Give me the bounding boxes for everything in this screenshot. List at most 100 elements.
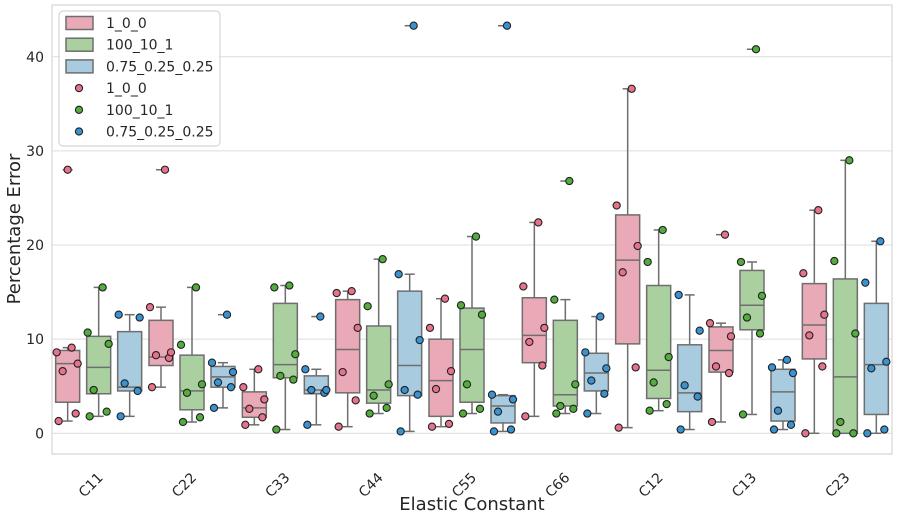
data-point [556,401,565,411]
data-point [571,380,580,389]
data-point [458,409,468,418]
data-point [382,403,391,413]
data-point [773,406,783,415]
data-point [413,390,422,399]
data-point [612,201,621,210]
data-point [836,417,845,427]
data-point [680,381,689,390]
data-point [720,230,730,239]
data-point [565,176,574,186]
legend-box-swatch [65,59,94,74]
box-1_0_0-C12 [614,214,641,345]
data-point [89,385,98,395]
data-point [400,385,409,395]
box-100_10_1-C13 [739,269,765,331]
legend-label: 0.75_0.25_0.25 [106,125,214,141]
data-point [176,340,186,349]
data-point [365,409,374,418]
data-point [602,364,611,373]
data-point [191,283,201,292]
data-point [645,406,654,415]
data-point [508,395,518,404]
data-point [213,378,223,387]
data-point [489,427,499,436]
data-point [583,409,592,418]
data-point [627,84,636,93]
data-point [538,361,547,370]
data-point [272,425,281,434]
data-point [738,410,748,419]
data-point [757,291,767,301]
data-point [322,385,331,395]
data-point [394,270,403,279]
data-point [550,295,559,304]
data-point [316,312,325,321]
data-point [664,352,673,362]
data-point [338,367,347,377]
data-point [396,427,405,436]
data-point [867,364,876,373]
data-point [711,362,721,371]
data-point [769,425,779,434]
data-point [475,404,485,413]
data-point [814,206,823,215]
data-point [241,420,250,429]
data-point [226,383,236,392]
legend-frame [58,10,221,147]
data-point [736,257,746,267]
data-point [851,329,860,338]
data-point [303,420,312,429]
data-point [369,391,378,400]
data-point [876,237,885,246]
data-point [222,310,232,319]
data-point [347,287,356,296]
data-point [614,423,623,432]
data-point [631,363,640,372]
legend-label: 1_0_0 [106,16,147,32]
box-1_0_0-C23 [801,282,828,360]
data-point [525,337,534,347]
data-point [67,343,76,352]
data-point [258,413,267,422]
data-point [456,301,466,310]
legend: 1_0_0 100_10_1 0.75_0.25_0.25 1_0_0 100_10_1… [58,10,221,147]
box-1_0_0-C11 [54,349,81,403]
data-point [534,218,543,227]
data-point [334,422,343,431]
y-tick-label: 30 [26,144,44,160]
data-point [786,420,796,429]
box-0.75_0.25_0.25-C13 [770,368,796,422]
x-axis-title: Elastic Constant [399,494,544,515]
data-point [83,328,92,337]
y-axis-ticks: 0 10 20 30 40 [26,50,44,443]
data-point [332,288,341,298]
data-point [285,281,294,290]
legend-box-swatch [65,37,94,52]
data-point [239,383,248,392]
y-tick-label: 0 [35,426,44,442]
data-point [633,241,642,251]
data-point [788,368,798,378]
data-point [71,409,80,418]
data-point [751,45,761,54]
data-point [782,355,792,365]
data-point [270,283,279,292]
data-point [409,21,418,30]
data-point [301,365,310,374]
data-point [245,404,254,413]
data-point [643,257,652,267]
data-point [519,282,528,291]
data-point [552,409,561,418]
data-point [581,348,590,357]
data-point [695,326,704,335]
data-point [693,392,702,401]
legend-label: 0.75_0.25_0.25 [106,59,214,75]
box-1_0_0-C55 [428,338,454,418]
data-point [618,268,627,277]
x-tick-label: C11 [76,470,107,501]
data-point [145,303,155,312]
x-tick-label: C23 [823,470,854,501]
data-point [830,256,839,266]
x-tick-label: C13 [729,470,760,501]
data-point [384,380,393,389]
